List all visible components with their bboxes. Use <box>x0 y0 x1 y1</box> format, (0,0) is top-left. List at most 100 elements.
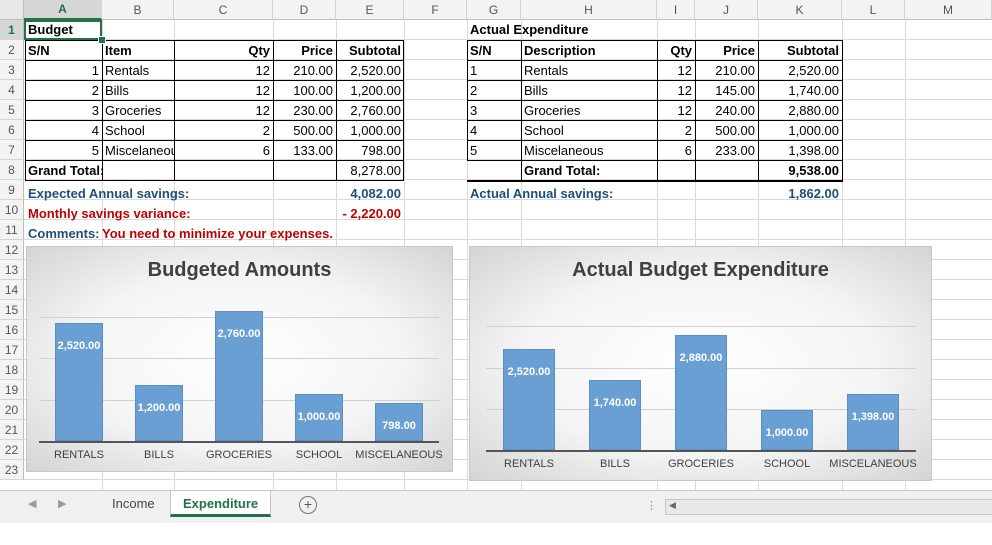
budget-cell-price[interactable]: 230.00 <box>293 103 333 118</box>
actual-savings-value[interactable]: 1,862.00 <box>788 186 839 201</box>
active-cell-a1[interactable] <box>24 20 102 40</box>
actual-cell-sn[interactable]: 1 <box>470 63 478 78</box>
row-header-13[interactable]: 13 <box>0 260 24 280</box>
row-header-12[interactable]: 12 <box>0 240 24 260</box>
row-header-1[interactable]: 1 <box>0 20 24 40</box>
actual-header-qty[interactable]: Qty <box>670 43 692 58</box>
actual-cell-description[interactable]: Groceries <box>524 103 581 118</box>
budget-cell-item[interactable]: Miscelaneou <box>105 143 174 158</box>
column-header-k[interactable]: K <box>758 0 842 20</box>
row-header-15[interactable]: 15 <box>0 300 24 320</box>
budget-cell-sn[interactable]: 5 <box>91 143 99 158</box>
budget-cell-item[interactable]: School <box>105 123 145 138</box>
actual-cell-qty[interactable]: 2 <box>684 123 692 138</box>
chart-bar-groceries[interactable] <box>675 334 727 450</box>
budget-header-sn[interactable]: S/N <box>28 43 50 58</box>
column-header-b[interactable]: B <box>102 0 174 20</box>
row-header-6[interactable]: 6 <box>0 120 24 140</box>
select-all-corner[interactable] <box>0 0 24 20</box>
budgeted-amounts-chart[interactable]: Budgeted Amounts 2,520.00 RENTALS 1,200.00… <box>26 246 453 472</box>
budget-cell-price[interactable]: 500.00 <box>293 123 333 138</box>
fill-handle[interactable] <box>98 36 106 44</box>
tab-income[interactable]: Income <box>112 496 155 511</box>
actual-header-price[interactable]: Price <box>723 43 755 58</box>
column-header-d[interactable]: D <box>273 0 336 20</box>
budget-cell-sn[interactable]: 2 <box>91 83 99 98</box>
column-header-e[interactable]: E <box>336 0 404 20</box>
actual-title[interactable]: Actual Expenditure <box>470 22 589 37</box>
actual-grand-total-label[interactable]: Grand Total: <box>524 163 601 178</box>
row-header-3[interactable]: 3 <box>0 60 24 80</box>
budget-cell-qty[interactable]: 12 <box>255 83 270 98</box>
row-header-2[interactable]: 2 <box>0 40 24 60</box>
variance-label[interactable]: Monthly savings variance: <box>28 206 191 221</box>
chart-bar-miscelaneous[interactable] <box>375 403 423 441</box>
budget-cell-item[interactable]: Rentals <box>105 63 150 78</box>
budget-cell-subtotal[interactable]: 1,200.00 <box>350 83 401 98</box>
actual-cell-subtotal[interactable]: 1,740.00 <box>788 83 839 98</box>
row-header-8[interactable]: 8 <box>0 160 24 180</box>
budget-cell-qty[interactable]: 6 <box>262 143 270 158</box>
actual-cell-description[interactable]: Bills <box>524 83 548 98</box>
actual-cell-sn[interactable]: 5 <box>470 143 478 158</box>
actual-cell-qty[interactable]: 6 <box>684 143 692 158</box>
actual-grand-total[interactable]: 9,538.00 <box>788 163 839 178</box>
column-header-h[interactable]: H <box>521 0 657 20</box>
column-header-l[interactable]: L <box>842 0 905 20</box>
actual-savings-label[interactable]: Actual Annual savings: <box>470 186 614 201</box>
actual-cell-price[interactable]: 500.00 <box>715 123 755 138</box>
chart-bar-bills[interactable] <box>589 380 641 450</box>
chart-bar-rentals[interactable] <box>55 322 103 441</box>
chart-bar-school[interactable] <box>295 394 343 441</box>
chart-bar-rentals[interactable] <box>503 349 555 450</box>
tab-scroll-left-icon[interactable]: ◀ <box>28 498 37 510</box>
tab-expenditure[interactable]: Expenditure <box>170 491 272 517</box>
budget-grand-total-label[interactable]: Grand Total: <box>28 163 105 178</box>
actual-cell-subtotal[interactable]: 2,520.00 <box>788 63 839 78</box>
actual-cell-qty[interactable]: 12 <box>677 83 692 98</box>
actual-header-subtotal[interactable]: Subtotal <box>787 43 839 58</box>
row-header-4[interactable]: 4 <box>0 80 24 100</box>
row-header-17[interactable]: 17 <box>0 340 24 360</box>
scroll-left-icon[interactable]: ◀ <box>669 500 676 510</box>
row-header-18[interactable]: 18 <box>0 360 24 380</box>
add-sheet-icon[interactable]: + <box>299 496 317 514</box>
chart-bar-miscelaneous[interactable] <box>847 394 899 450</box>
column-header-g[interactable]: G <box>467 0 521 20</box>
budget-cell-subtotal[interactable]: 2,520.00 <box>350 63 401 78</box>
budget-cell-qty[interactable]: 2 <box>262 123 270 138</box>
budget-header-price[interactable]: Price <box>301 43 333 58</box>
row-header-20[interactable]: 20 <box>0 400 24 420</box>
chart-bar-school[interactable] <box>761 410 813 450</box>
budget-title[interactable]: Budget <box>28 22 73 37</box>
variance-value[interactable]: - 2,220.00 <box>342 206 401 221</box>
budget-cell-qty[interactable]: 12 <box>255 103 270 118</box>
actual-cell-description[interactable]: School <box>524 123 564 138</box>
row-header-19[interactable]: 19 <box>0 380 24 400</box>
expected-savings-value[interactable]: 4,082.00 <box>350 186 401 201</box>
actual-cell-price[interactable]: 240.00 <box>715 103 755 118</box>
budget-cell-sn[interactable]: 3 <box>91 103 99 118</box>
row-header-16[interactable]: 16 <box>0 320 24 340</box>
column-header-i[interactable]: I <box>657 0 695 20</box>
actual-cell-price[interactable]: 233.00 <box>715 143 755 158</box>
actual-expenditure-chart[interactable]: Actual Budget Expenditure 2,520.00 RENTAL… <box>469 246 932 481</box>
budget-cell-subtotal[interactable]: 1,000.00 <box>350 123 401 138</box>
actual-cell-sn[interactable]: 4 <box>470 123 478 138</box>
expected-savings-label[interactable]: Expected Annual savings: <box>28 186 190 201</box>
tab-scroll-right-icon[interactable]: ▶ <box>58 498 67 510</box>
budget-grand-total[interactable]: 8,278.00 <box>350 163 401 178</box>
actual-cell-subtotal[interactable]: 2,880.00 <box>788 103 839 118</box>
row-header-21[interactable]: 21 <box>0 420 24 440</box>
actual-header-sn[interactable]: S/N <box>470 43 492 58</box>
actual-cell-description[interactable]: Miscelaneous <box>524 143 604 158</box>
actual-cell-subtotal[interactable]: 1,000.00 <box>788 123 839 138</box>
row-header-22[interactable]: 22 <box>0 440 24 460</box>
budget-cell-sn[interactable]: 1 <box>91 63 99 78</box>
budget-cell-price[interactable]: 100.00 <box>293 83 333 98</box>
split-handle-icon[interactable]: ⋮ <box>646 500 657 512</box>
budget-cell-sn[interactable]: 4 <box>91 123 99 138</box>
budget-cell-price[interactable]: 133.00 <box>293 143 333 158</box>
horizontal-scrollbar[interactable]: ◀ <box>665 499 992 515</box>
row-header-14[interactable]: 14 <box>0 280 24 300</box>
